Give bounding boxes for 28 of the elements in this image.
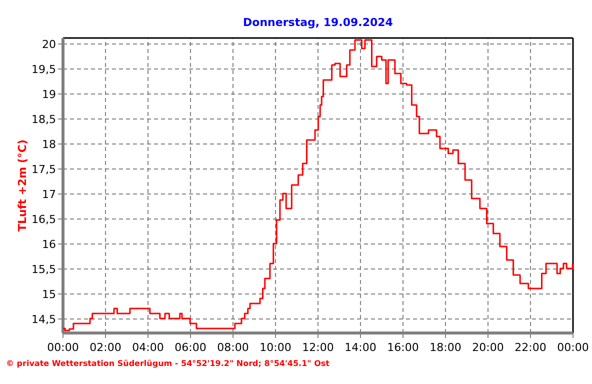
y-tick-label: 15,5 <box>32 262 56 276</box>
x-tick-label: 14:00 <box>344 341 376 354</box>
y-tick-label: 16,5 <box>32 212 56 226</box>
x-tick-label: 18:00 <box>430 341 462 354</box>
y-tick-label: 16 <box>42 238 56 251</box>
y-axis-title: TLuft +2m (°C) <box>16 139 29 232</box>
chart-title: Donnerstag, 19.09.2024 <box>243 16 394 29</box>
x-tick-label: 00:00 <box>47 341 79 354</box>
y-tick-label: 20 <box>42 38 56 51</box>
x-tick-label: 04:00 <box>132 341 164 354</box>
x-tick-label: 20:00 <box>472 341 504 354</box>
x-tick-label: 02:00 <box>90 341 122 354</box>
y-tick-label: 15 <box>42 288 56 301</box>
y-tick-label: 19 <box>42 88 56 101</box>
x-tick-label: 22:00 <box>514 341 546 354</box>
x-tick-label: 10:00 <box>260 341 292 354</box>
x-tick-label: 00:00 <box>557 341 589 354</box>
y-tick-label: 18,5 <box>32 112 56 126</box>
y-tick-label: 18 <box>42 138 56 151</box>
y-tick-label: 17,5 <box>32 162 56 176</box>
x-tick-label: 12:00 <box>302 341 334 354</box>
x-tick-label: 06:00 <box>174 341 206 354</box>
x-tick-label: 08:00 <box>217 341 249 354</box>
y-tick-label: 14,5 <box>32 312 56 326</box>
x-tick-label: 16:00 <box>387 341 419 354</box>
y-tick-label: 19,5 <box>32 62 56 76</box>
text: © private Wetterstation Süderlügum - 54°52'19.2" Nord; 8°54'45.1" Ost <box>6 359 330 368</box>
y-tick-label: 17 <box>42 188 56 201</box>
